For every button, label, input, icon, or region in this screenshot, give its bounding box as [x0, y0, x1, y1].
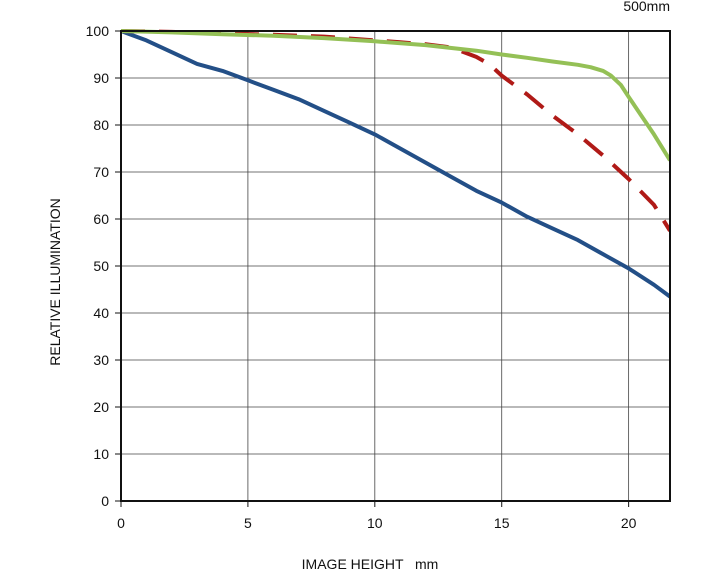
x-tick-label: 0	[117, 515, 125, 531]
y-tick-label: 70	[93, 164, 109, 180]
y-tick-label: 80	[93, 117, 109, 133]
plot-frame	[120, 30, 671, 502]
x-tick-label: 20	[621, 515, 637, 531]
series-line-1	[121, 29, 670, 299]
x-axis-title: IMAGE HEIGHT mm	[302, 556, 439, 570]
y-axis-title: RELATIVE ILLUMINATION	[47, 198, 63, 366]
y-tick-label: 90	[93, 70, 109, 86]
y-tick-labels: 0 10 20 30 40 50 60 70 80 90 100	[86, 23, 110, 509]
x-tick-label: 10	[367, 515, 383, 531]
y-tick-label: 0	[101, 493, 109, 509]
y-tick-label: 50	[93, 258, 109, 274]
grid	[115, 30, 670, 507]
series-line-3	[121, 29, 670, 162]
y-tick-label: 40	[93, 305, 109, 321]
x-tick-label: 15	[494, 515, 510, 531]
x-tick-labels: 0 5 10 15 20	[117, 515, 637, 531]
chart-title: 500mm	[623, 0, 670, 14]
y-tick-label: 100	[86, 23, 110, 39]
y-tick-label: 10	[93, 446, 109, 462]
y-tick-label: 20	[93, 399, 109, 415]
series-line-2	[121, 29, 670, 232]
y-tick-label: 60	[93, 211, 109, 227]
y-tick-label: 30	[93, 352, 109, 368]
x-tick-label: 5	[244, 515, 252, 531]
series-layer	[121, 29, 670, 299]
